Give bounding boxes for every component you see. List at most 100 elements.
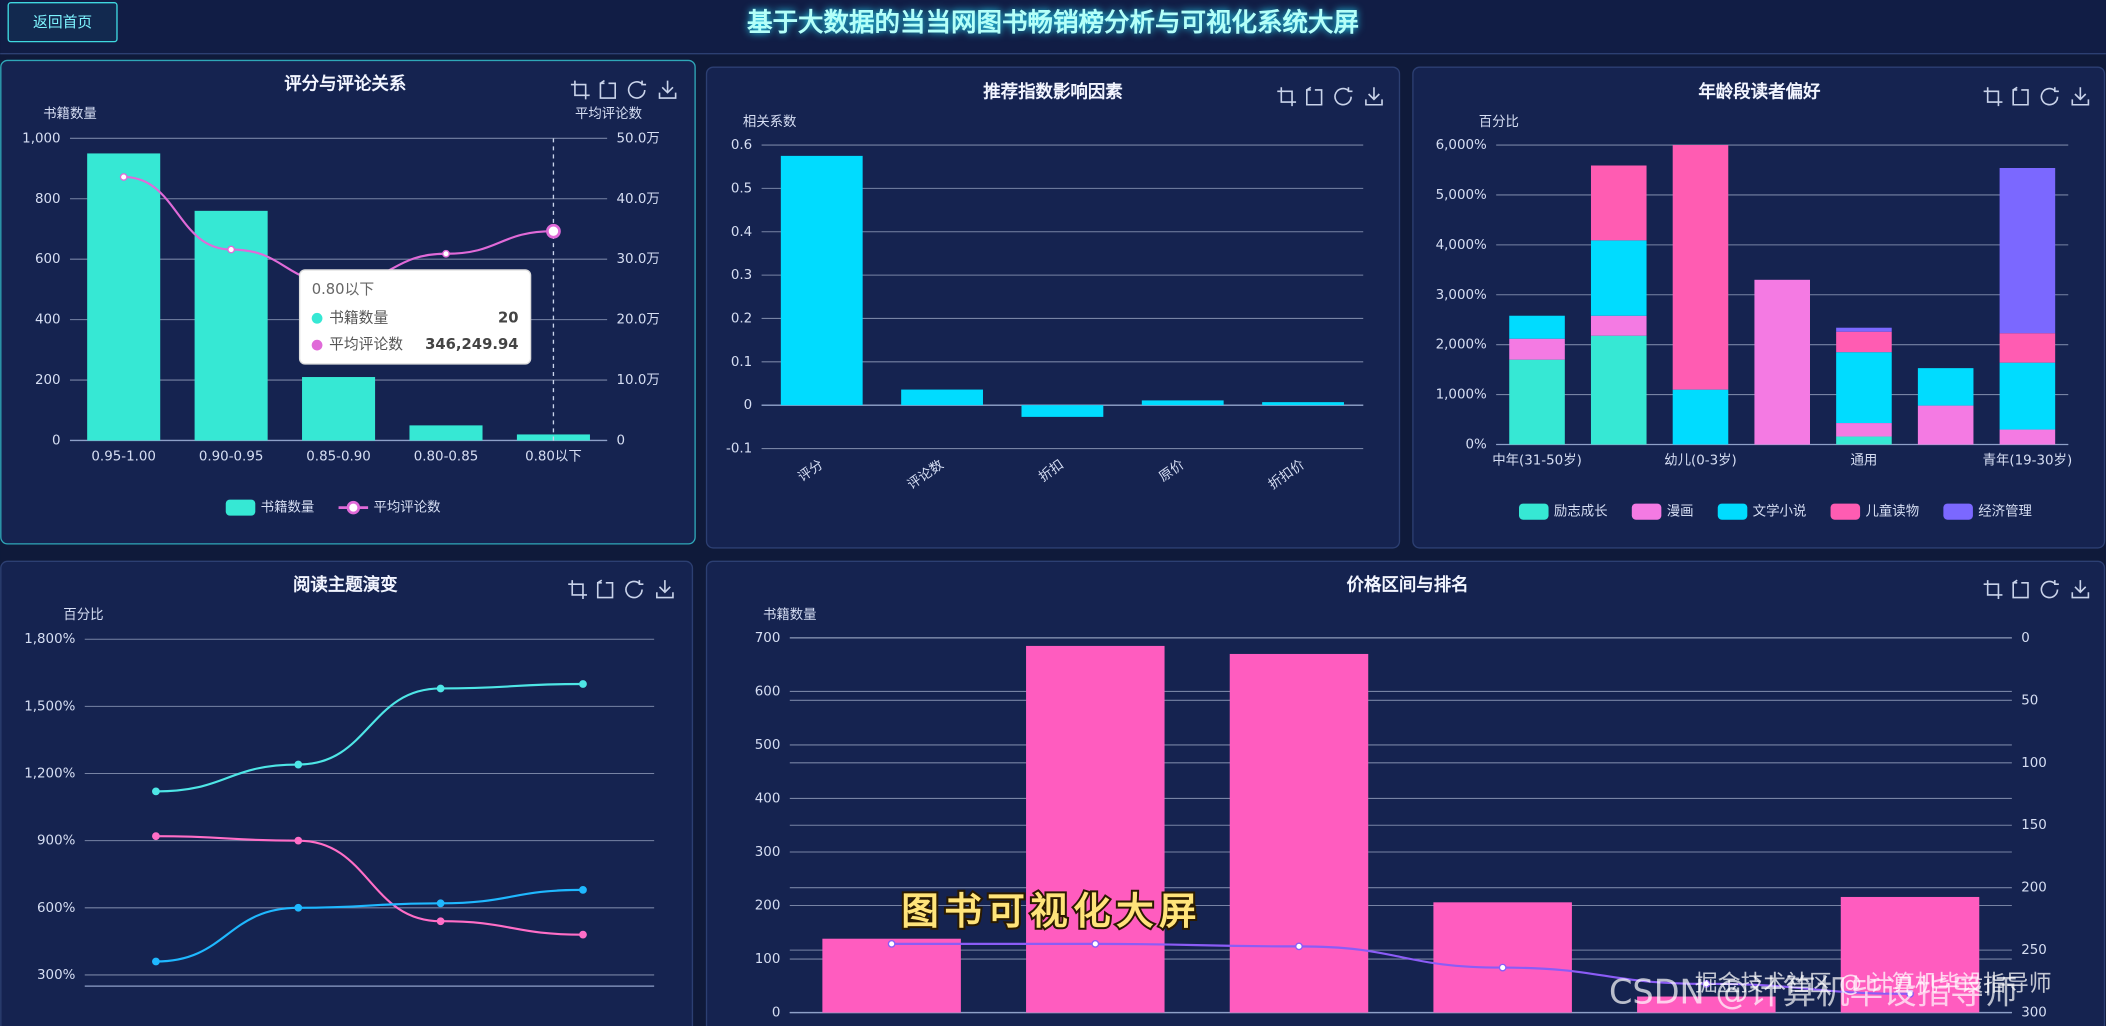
tool-restore[interactable]	[627, 80, 647, 99]
y-tick-label: 800	[35, 192, 61, 207]
line-point	[579, 930, 587, 939]
toolbox[interactable]	[570, 79, 677, 100]
tool-zoom-back[interactable]	[596, 579, 614, 599]
chart-title: 年龄段读者偏好	[1698, 82, 1821, 103]
tool-restore[interactable]	[625, 580, 644, 599]
line-point	[119, 173, 128, 181]
legend-label: 文学小说	[1753, 504, 1807, 520]
tool-restore[interactable]	[1334, 87, 1353, 106]
chart-title: 推荐指数影响因素	[983, 82, 1122, 103]
line-point	[152, 787, 160, 796]
y-tick-label: 250	[2021, 943, 2047, 958]
tooltip-title: 0.80以下	[312, 281, 374, 298]
caption: 图书可视化大屏	[901, 889, 1202, 933]
y-tick-label: 600%	[37, 901, 75, 916]
y-tick-label: 300	[2021, 1006, 2047, 1021]
legend-label: 漫画	[1667, 504, 1694, 520]
tool-zoom[interactable]	[1277, 87, 1297, 107]
line-point	[436, 917, 445, 926]
y-tick-label: 0.6	[731, 138, 752, 153]
line-point	[442, 249, 450, 258]
y-tick-label: 700	[755, 631, 781, 646]
tool-download[interactable]	[2071, 87, 2090, 106]
bar	[1836, 327, 1892, 332]
line-point	[887, 939, 896, 948]
bar	[409, 425, 483, 441]
panel	[705, 66, 1401, 549]
tool-zoom-back[interactable]	[2012, 86, 2029, 106]
tool-zoom[interactable]	[1983, 580, 2003, 599]
y-tick-label: 30.0万	[617, 252, 660, 267]
page-title: 基于大数据的当当网图书畅销榜分析与可视化系统大屏	[747, 8, 1359, 38]
bar	[1590, 315, 1647, 336]
tool-zoom-back[interactable]	[599, 79, 617, 99]
bar	[1590, 335, 1647, 445]
bar	[1917, 405, 1974, 445]
tooltip-dot	[311, 339, 323, 351]
bar	[194, 210, 268, 441]
y-tick-label: -0.1	[726, 442, 752, 457]
toolbox[interactable]	[1277, 86, 1383, 107]
x-tick-label: 0.85-0.90	[306, 450, 371, 465]
tool-download[interactable]	[658, 80, 677, 99]
y-tick-label: 500	[755, 738, 781, 753]
bar	[87, 153, 161, 441]
y-tick-label: 600	[35, 252, 61, 267]
tool-zoom[interactable]	[568, 580, 588, 599]
y-tick-label: 4,000%	[1436, 238, 1487, 253]
y-tick-label: 0	[52, 433, 61, 448]
x-tick-label: 青年(19-30岁)	[1983, 453, 2073, 469]
tool-zoom[interactable]	[570, 80, 590, 100]
tool-download[interactable]	[656, 580, 674, 599]
toolbox[interactable]	[1983, 86, 2090, 107]
toolbox[interactable]	[1983, 579, 2090, 599]
bar	[1672, 145, 1729, 390]
tool-zoom[interactable]	[1983, 87, 2003, 107]
button-label[interactable]: 返回首页	[33, 14, 92, 31]
legend-label: 书籍数量	[261, 499, 315, 516]
line-point	[294, 760, 303, 769]
toolbox[interactable]	[568, 579, 674, 599]
y-tick-label: 150	[2021, 818, 2047, 833]
y-tick-label: 1,800%	[24, 632, 75, 647]
tooltip-name: 平均评论数	[329, 336, 403, 353]
line-point	[152, 957, 160, 966]
bar	[1229, 653, 1369, 1013]
y-tick-label: 600	[755, 684, 781, 699]
x-tick-label: 幼儿(0-3岁)	[1664, 453, 1737, 469]
legend-swatch	[1830, 503, 1861, 520]
x-tick-label: 通用	[1851, 453, 1878, 469]
tool-restore[interactable]	[2040, 87, 2059, 106]
bar	[302, 377, 376, 441]
y-tick-label: 900%	[37, 834, 75, 849]
bar	[822, 938, 961, 1013]
line	[155, 835, 583, 936]
y-tick-label: 0	[2021, 631, 2030, 646]
line	[155, 682, 583, 793]
bar	[1999, 167, 2056, 334]
tool-zoom-back[interactable]	[1306, 86, 1323, 106]
line-point	[152, 832, 160, 841]
button-frame[interactable]	[7, 2, 118, 43]
bar	[1999, 429, 2056, 445]
line-point	[436, 684, 445, 693]
tooltip-box	[298, 269, 532, 365]
bar	[1917, 368, 1974, 406]
y-tick-label: 50	[2021, 693, 2038, 708]
line-point	[227, 245, 236, 254]
y-tick-label: 400	[755, 791, 781, 806]
line	[155, 888, 583, 963]
tool-restore[interactable]	[2040, 580, 2059, 599]
y-tick-label: 0.5	[731, 181, 752, 196]
bar	[1590, 165, 1647, 241]
tool-download[interactable]	[2071, 580, 2090, 599]
bar	[1509, 338, 1565, 360]
legend-label: 励志成长	[1554, 504, 1608, 520]
y-tick-label: 100	[2021, 756, 2047, 771]
tool-zoom-back[interactable]	[2012, 579, 2029, 599]
tool-download[interactable]	[1365, 87, 1383, 106]
back-button[interactable]: 返回首页	[7, 2, 118, 43]
bar	[1026, 645, 1165, 1013]
y-tick-label: 1,200%	[24, 767, 75, 782]
y-tick-label: 50.0万	[617, 131, 660, 146]
